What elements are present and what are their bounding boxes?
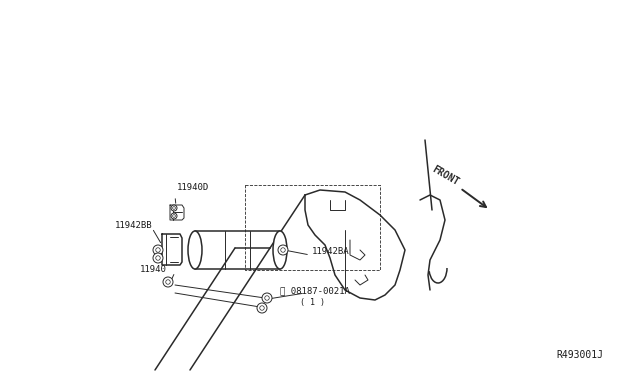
Circle shape [171,205,177,211]
Circle shape [278,245,288,255]
Ellipse shape [188,231,202,269]
Circle shape [153,253,163,263]
Circle shape [262,293,272,303]
Circle shape [171,213,177,219]
Circle shape [257,303,267,313]
Text: ( 1 ): ( 1 ) [300,298,325,307]
Text: 11942BB: 11942BB [115,221,152,230]
Text: R493001J: R493001J [557,350,604,360]
Circle shape [163,277,173,287]
Text: Ⓑ 08187-0021A: Ⓑ 08187-0021A [280,286,350,295]
Text: FRONT: FRONT [430,164,460,187]
Text: 11940D: 11940D [177,183,209,192]
Text: 11942BA: 11942BA [312,247,349,256]
Circle shape [153,245,163,255]
Text: 11940: 11940 [140,265,167,274]
Ellipse shape [273,231,287,269]
